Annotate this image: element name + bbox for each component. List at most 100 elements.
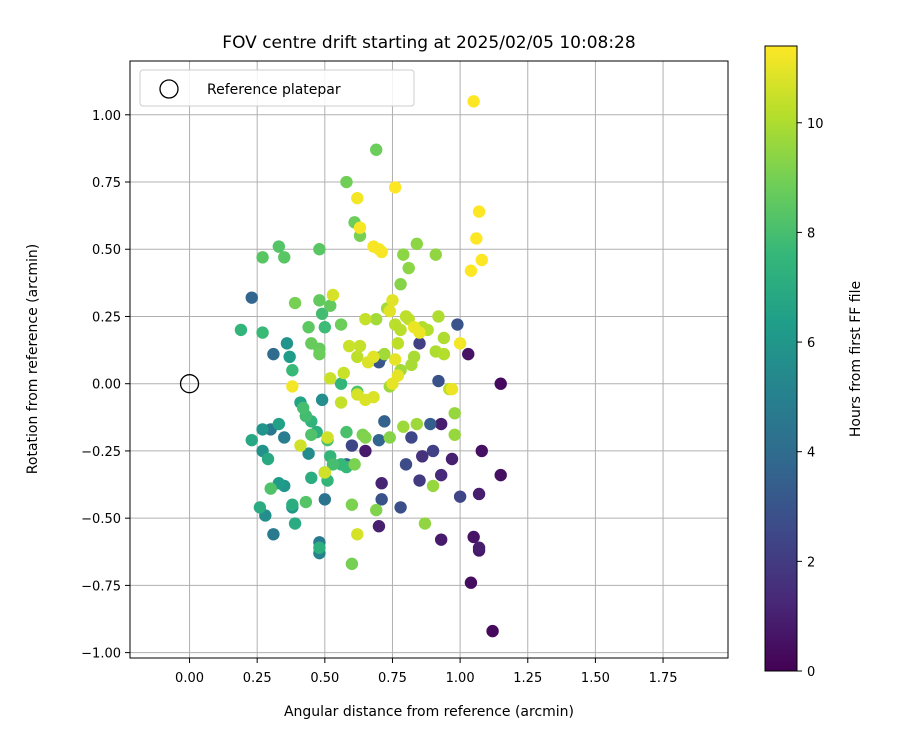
data-point bbox=[296, 401, 310, 415]
data-point bbox=[288, 517, 302, 530]
data-point bbox=[467, 95, 480, 108]
data-point bbox=[313, 347, 326, 361]
data-point bbox=[256, 423, 269, 436]
x-tick-label: 1.25 bbox=[513, 671, 542, 686]
data-point bbox=[472, 541, 486, 554]
colorbar-label: Hours from first FF file bbox=[848, 281, 864, 437]
data-point bbox=[375, 477, 388, 490]
data-point bbox=[383, 304, 396, 318]
colorbar-tick-label: 2 bbox=[807, 555, 815, 570]
data-point bbox=[245, 291, 258, 304]
data-point bbox=[286, 364, 299, 377]
plot-frame bbox=[129, 60, 729, 659]
x-tick-label: 0.25 bbox=[243, 671, 272, 686]
data-point bbox=[286, 498, 299, 511]
data-point bbox=[261, 452, 275, 466]
data-point bbox=[464, 576, 478, 589]
data-point bbox=[432, 374, 445, 388]
data-point bbox=[272, 240, 286, 253]
data-point bbox=[302, 321, 315, 334]
data-point bbox=[305, 471, 318, 485]
colorbar-ticks: 0 2 4 6 8 10 bbox=[797, 117, 824, 680]
data-point bbox=[267, 347, 280, 361]
x-tick-label: 0.50 bbox=[310, 671, 339, 686]
data-point bbox=[280, 337, 294, 350]
colorbar-tick-label: 4 bbox=[807, 446, 815, 461]
data-point bbox=[294, 439, 307, 452]
data-point bbox=[378, 415, 391, 428]
y-tick-label: 0.00 bbox=[92, 378, 121, 393]
legend-marker-open-circle bbox=[159, 79, 179, 99]
data-point bbox=[372, 433, 386, 447]
data-point bbox=[388, 353, 402, 366]
data-point bbox=[313, 294, 326, 307]
x-tick-label: 1.00 bbox=[446, 671, 475, 686]
data-point bbox=[386, 377, 399, 390]
data-point bbox=[370, 503, 383, 517]
data-point bbox=[267, 528, 280, 541]
data-point bbox=[394, 278, 407, 291]
data-point bbox=[278, 431, 291, 444]
data-point bbox=[388, 181, 402, 194]
data-point bbox=[434, 468, 448, 482]
data-point bbox=[326, 288, 340, 302]
data-point bbox=[359, 444, 372, 458]
data-point bbox=[313, 243, 326, 256]
data-point bbox=[410, 237, 424, 251]
data-point bbox=[445, 382, 459, 396]
data-point bbox=[424, 417, 437, 431]
data-point bbox=[372, 520, 386, 533]
data-point bbox=[315, 393, 329, 407]
data-point bbox=[370, 143, 383, 156]
data-point bbox=[234, 323, 248, 337]
data-point bbox=[299, 495, 313, 509]
data-point bbox=[375, 245, 388, 259]
data-point bbox=[345, 439, 359, 452]
data-point bbox=[321, 431, 334, 444]
data-point bbox=[375, 493, 388, 506]
data-point bbox=[351, 350, 364, 364]
x-tick-label: 1.50 bbox=[581, 671, 610, 686]
data-point bbox=[278, 251, 291, 264]
data-point bbox=[437, 331, 451, 345]
data-point bbox=[340, 175, 353, 189]
y-tick-label: −0.75 bbox=[81, 579, 121, 594]
data-point bbox=[302, 447, 315, 460]
data-point bbox=[434, 533, 448, 546]
data-point bbox=[253, 501, 267, 514]
data-point bbox=[245, 433, 258, 447]
data-point bbox=[451, 318, 464, 331]
data-point bbox=[494, 468, 507, 482]
data-point bbox=[472, 205, 486, 218]
grid-lines bbox=[130, 61, 728, 658]
data-point bbox=[418, 517, 432, 530]
y-tick-label: 0.25 bbox=[92, 310, 121, 325]
legend-box bbox=[139, 69, 415, 107]
data-point bbox=[318, 493, 332, 506]
data-point bbox=[318, 466, 332, 479]
data-point bbox=[324, 372, 337, 385]
data-point bbox=[334, 318, 348, 331]
data-point bbox=[448, 428, 461, 441]
x-tick-label: 0.00 bbox=[175, 671, 204, 686]
reference-point-marker bbox=[179, 374, 200, 394]
y-axis-label: Rotation from reference (arcmin) bbox=[25, 244, 41, 474]
data-point bbox=[464, 264, 478, 277]
legend-label: Reference platepar bbox=[207, 82, 341, 98]
y-tick-label: −0.50 bbox=[81, 512, 121, 527]
data-point bbox=[326, 458, 340, 471]
data-point bbox=[256, 326, 269, 339]
data-point bbox=[416, 450, 429, 463]
x-axis-ticks: 0.00 0.25 0.50 0.75 1.00 1.25 1.50 1.75 bbox=[175, 658, 678, 686]
y-tick-label: −1.00 bbox=[81, 647, 121, 662]
data-point bbox=[288, 296, 302, 310]
data-point bbox=[453, 337, 467, 350]
data-point bbox=[437, 347, 451, 361]
chart-title: FOV centre drift starting at 2025/02/05 … bbox=[222, 33, 635, 53]
data-point bbox=[394, 323, 407, 337]
data-point bbox=[272, 417, 286, 431]
y-tick-label: 0.50 bbox=[92, 243, 121, 258]
data-point bbox=[334, 396, 348, 409]
data-point bbox=[413, 337, 426, 350]
